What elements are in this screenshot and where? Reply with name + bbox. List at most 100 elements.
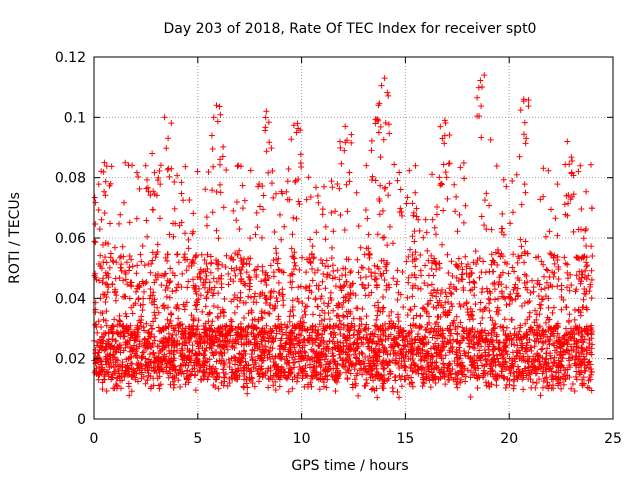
data-point bbox=[283, 375, 290, 382]
data-point bbox=[466, 279, 473, 286]
data-point bbox=[432, 328, 439, 335]
data-point bbox=[537, 392, 544, 399]
data-point bbox=[269, 345, 276, 352]
data-point bbox=[176, 222, 183, 229]
data-point bbox=[291, 325, 298, 332]
data-point bbox=[489, 268, 496, 275]
data-point bbox=[418, 365, 425, 372]
data-point bbox=[478, 103, 485, 110]
data-point bbox=[511, 341, 518, 348]
data-point bbox=[182, 325, 189, 332]
data-point bbox=[520, 131, 527, 138]
data-point bbox=[511, 325, 518, 332]
data-point bbox=[157, 181, 164, 188]
data-point bbox=[119, 323, 126, 330]
data-point bbox=[447, 289, 454, 296]
data-point bbox=[575, 306, 582, 313]
data-point bbox=[473, 333, 480, 340]
data-point bbox=[368, 345, 375, 352]
data-point bbox=[241, 197, 248, 204]
data-point bbox=[223, 252, 230, 259]
data-point bbox=[453, 381, 460, 388]
data-point bbox=[482, 356, 489, 363]
data-point bbox=[185, 245, 192, 252]
data-point bbox=[570, 228, 577, 235]
data-point bbox=[337, 284, 344, 291]
data-point bbox=[546, 366, 553, 373]
data-point bbox=[368, 289, 375, 296]
y-tick-label: 0 bbox=[77, 412, 86, 428]
data-point bbox=[238, 359, 245, 366]
data-point bbox=[453, 313, 460, 320]
data-point bbox=[117, 318, 124, 325]
data-point bbox=[236, 332, 243, 339]
data-point bbox=[233, 198, 240, 205]
data-point bbox=[157, 381, 164, 388]
data-point bbox=[353, 355, 360, 362]
data-point bbox=[278, 342, 285, 349]
data-point bbox=[151, 360, 158, 367]
data-point bbox=[423, 375, 430, 382]
data-point bbox=[457, 352, 464, 359]
data-point bbox=[202, 320, 209, 327]
data-point bbox=[278, 355, 285, 362]
data-point bbox=[178, 190, 185, 197]
data-point bbox=[390, 335, 397, 342]
data-point bbox=[268, 145, 275, 152]
data-point bbox=[430, 272, 437, 279]
data-point bbox=[575, 329, 582, 336]
data-point bbox=[313, 371, 320, 378]
data-point bbox=[258, 234, 265, 241]
data-point bbox=[249, 356, 256, 363]
data-point bbox=[286, 313, 293, 320]
data-point bbox=[547, 355, 554, 362]
data-point bbox=[336, 138, 343, 145]
data-point bbox=[210, 163, 217, 170]
data-point bbox=[207, 253, 214, 260]
data-point bbox=[314, 192, 321, 199]
data-point bbox=[105, 373, 112, 380]
data-point bbox=[103, 369, 110, 376]
data-point bbox=[149, 350, 156, 357]
data-point bbox=[509, 177, 516, 184]
data-point bbox=[555, 382, 562, 389]
data-point bbox=[128, 388, 135, 395]
data-point bbox=[545, 365, 552, 372]
data-point bbox=[494, 246, 501, 253]
data-point bbox=[319, 206, 326, 213]
data-point bbox=[273, 330, 280, 337]
data-point bbox=[295, 298, 302, 305]
data-point bbox=[359, 371, 366, 378]
data-point bbox=[93, 342, 100, 349]
data-point bbox=[265, 384, 272, 391]
data-point bbox=[288, 284, 295, 291]
data-point bbox=[171, 363, 178, 370]
data-point bbox=[121, 328, 128, 335]
data-point bbox=[317, 256, 324, 263]
data-point bbox=[479, 84, 486, 91]
data-point bbox=[303, 269, 310, 276]
data-point bbox=[212, 334, 219, 341]
data-point bbox=[566, 287, 573, 294]
data-point bbox=[290, 214, 297, 221]
data-point bbox=[380, 365, 387, 372]
data-point bbox=[99, 241, 106, 248]
data-point bbox=[351, 366, 358, 373]
data-point bbox=[408, 327, 415, 334]
data-point bbox=[278, 268, 285, 275]
data-point bbox=[524, 332, 531, 339]
data-point bbox=[304, 303, 311, 310]
data-point bbox=[578, 274, 585, 281]
data-point bbox=[396, 394, 403, 401]
data-point bbox=[133, 169, 140, 176]
data-point bbox=[340, 321, 347, 328]
data-point bbox=[534, 350, 541, 357]
data-point bbox=[583, 304, 590, 311]
data-point bbox=[427, 384, 434, 391]
data-point bbox=[289, 297, 296, 304]
data-point bbox=[510, 251, 517, 258]
data-point bbox=[275, 366, 282, 373]
data-point bbox=[96, 226, 103, 233]
data-point bbox=[300, 365, 307, 372]
data-point bbox=[573, 376, 580, 383]
